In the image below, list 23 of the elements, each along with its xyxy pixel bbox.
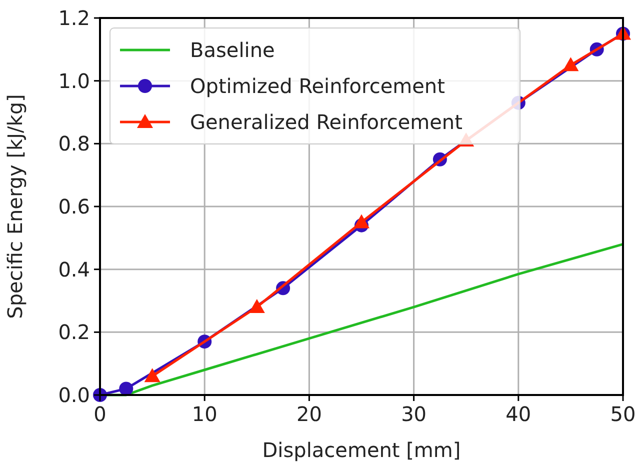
x-tick-label: 10 [192, 402, 218, 426]
point [119, 382, 134, 396]
y-tick-label: 1.2 [58, 6, 90, 30]
y-axis-title: Specific Energy [kJ/kg] [3, 94, 27, 319]
point [354, 214, 370, 228]
x-tick-label: 30 [401, 402, 427, 426]
point [562, 57, 579, 72]
x-tick-label: 50 [610, 402, 636, 426]
y-tick-label: 0.0 [58, 383, 90, 407]
x-axis-title: Displacement [mm] [262, 438, 461, 462]
legend-label: Baseline [190, 38, 275, 62]
point [248, 299, 265, 314]
y-tick-label: 0.2 [58, 320, 90, 344]
legend-label: Optimized Reinforcement [190, 74, 446, 98]
x-tick-label: 20 [296, 402, 322, 426]
y-tick-label: 0.4 [58, 257, 90, 282]
x-tick-label: 0 [94, 402, 106, 426]
legend-label: Generalized Reinforcement [190, 110, 463, 134]
y-tick-label: 0.6 [58, 194, 90, 218]
point [144, 368, 160, 382]
y-tick-label: 1.0 [58, 68, 90, 93]
y-tick-label: 0.8 [58, 132, 90, 156]
x-tick-label: 40 [506, 402, 532, 426]
